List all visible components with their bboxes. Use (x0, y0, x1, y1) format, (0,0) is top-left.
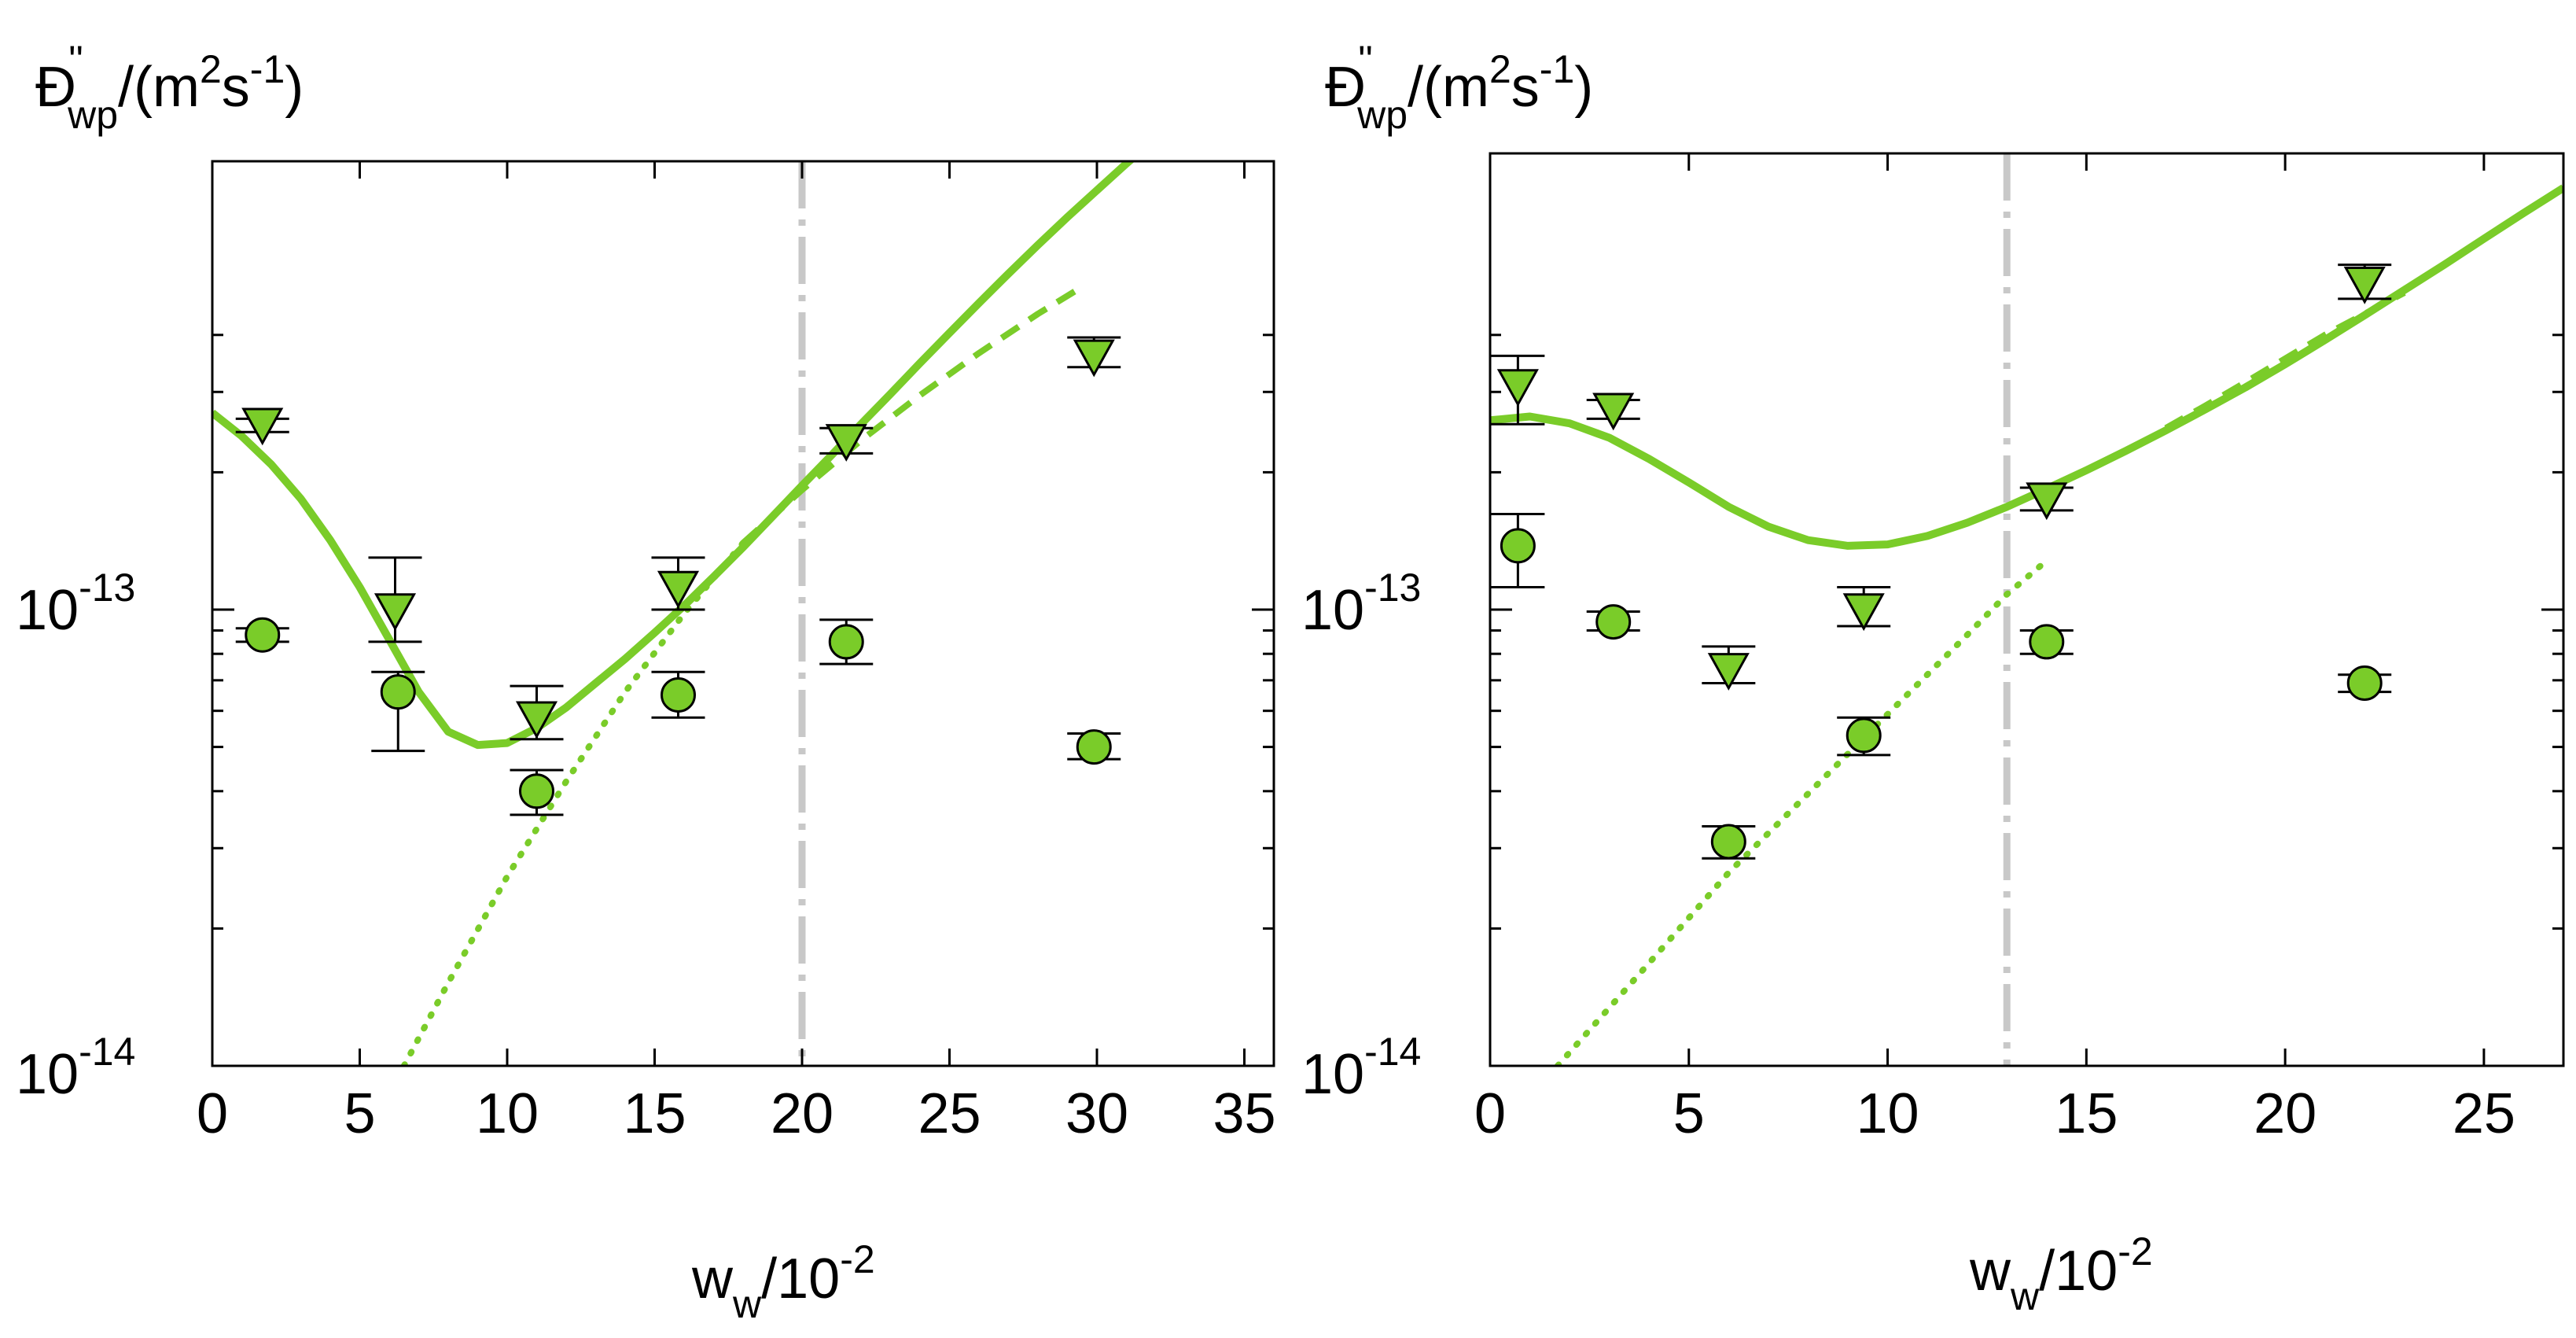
left-x-axis-title: ww/10-2 (691, 1237, 875, 1326)
right-ytick-label-1e-14: 10-14 (1301, 1030, 1421, 1106)
left-solid-model-curve (212, 161, 1135, 750)
right-xtick-label: 25 (2453, 1082, 2515, 1145)
right-circles-point (1837, 716, 1891, 757)
left-y-axis-title: Đ'' wp/(m2s-1) (35, 38, 304, 137)
left-xtick-label: 25 (918, 1082, 981, 1145)
left-xtick-label: 30 (1065, 1082, 1128, 1145)
right-triangles-point (1702, 645, 1756, 691)
right-triangles-point (2338, 264, 2392, 304)
left-triangles-point (1067, 336, 1121, 378)
right-model-curves (1490, 184, 2563, 1066)
right-plot-frame (1489, 152, 2565, 1067)
right-xtick-label: 10 (1857, 1082, 1919, 1145)
right-data-points (1491, 264, 2392, 860)
right-x-tick-labels: 0 5 10 15 20 25 (1474, 1082, 2515, 1145)
right-chart-panel: Đ'' wp/(m2s-1) 10-13 10-14 0 5 10 15 20 25 ww/… (1301, 38, 2565, 1318)
left-circles-point (371, 670, 425, 753)
circle-marker (1076, 729, 1112, 765)
triangle-marker (1592, 393, 1635, 431)
right-circles-point (1491, 512, 1545, 588)
circle-marker (2029, 624, 2065, 660)
right-circles-point (1586, 604, 1640, 640)
circle-marker (245, 617, 281, 653)
left-triangles-point (368, 556, 422, 643)
circle-marker (1846, 717, 1882, 754)
left-xtick-label: 0 (197, 1082, 228, 1145)
left-ytick-label-1e-14: 10-14 (16, 1030, 135, 1106)
left-xtick-label: 35 (1213, 1082, 1275, 1145)
left-dashed-model-curve (741, 284, 1084, 546)
left-triangles-point (235, 407, 289, 446)
left-xtick-label: 5 (344, 1082, 375, 1145)
right-xtick-label: 0 (1474, 1082, 1506, 1145)
circle-marker (2346, 665, 2383, 701)
left-circles-point (1067, 729, 1121, 765)
right-ytick-label-1e-13: 10-13 (1301, 566, 1421, 642)
right-xtick-label: 15 (2055, 1082, 2118, 1145)
right-triangles-point (1586, 393, 1640, 431)
right-y-axis-title: Đ'' wp/(m2s-1) (1325, 38, 1593, 137)
left-circles-point (510, 769, 564, 816)
triangle-marker (241, 407, 284, 446)
right-xtick-label: 5 (1673, 1082, 1705, 1145)
right-triangles-point (1837, 585, 1891, 632)
circle-marker (828, 624, 864, 660)
left-data-points (235, 336, 1121, 816)
circle-marker (1710, 824, 1746, 860)
left-triangles-point (819, 424, 874, 462)
triangle-marker (515, 701, 558, 739)
triangle-marker (374, 593, 417, 632)
right-dashed-model-curve (2164, 289, 2406, 431)
circle-marker (380, 674, 416, 710)
right-solid-model-curve (1490, 184, 2563, 550)
triangle-marker (1842, 593, 1885, 632)
triangle-marker (825, 424, 867, 462)
left-triangles-point (651, 556, 705, 611)
circle-marker (1500, 528, 1536, 564)
triangle-marker (2343, 267, 2386, 304)
left-circles-point (651, 670, 705, 719)
left-ytick-label-1e-13: 10-13 (16, 566, 135, 642)
left-xtick-label: 15 (623, 1082, 686, 1145)
left-circles-point (819, 618, 874, 665)
right-xtick-label: 20 (2254, 1082, 2317, 1145)
triangle-marker (1496, 369, 1539, 407)
right-circles-point (2338, 665, 2392, 701)
circle-marker (1595, 604, 1632, 640)
left-xtick-label: 10 (476, 1082, 539, 1145)
left-chart-panel: Đ'' wp/(m2s-1) 10-13 10-14 0 5 10 15 20 25 30 35… (16, 38, 1276, 1326)
right-circles-point (1702, 824, 1756, 860)
left-dotted-model-curve (400, 540, 746, 1066)
triangle-marker (1707, 653, 1750, 691)
right-triangles-point (2019, 482, 2074, 521)
right-x-axis-title: ww/10-2 (1969, 1229, 2153, 1318)
triangle-marker (657, 570, 700, 609)
circle-marker (519, 773, 554, 809)
right-circles-point (2019, 624, 2074, 660)
right-dotted-model-curve (1554, 557, 2050, 1066)
triangle-marker (2026, 482, 2068, 521)
left-triangles-point (510, 684, 564, 741)
left-plot-frame (211, 160, 1275, 1067)
left-xtick-label: 20 (771, 1082, 834, 1145)
left-circles-point (235, 617, 289, 653)
left-model-curves (212, 161, 1135, 1066)
circle-marker (661, 677, 696, 713)
left-x-tick-labels: 0 5 10 15 20 25 30 35 (197, 1082, 1276, 1145)
triangle-marker (1073, 339, 1115, 378)
right-triangles-point (1491, 354, 1545, 426)
